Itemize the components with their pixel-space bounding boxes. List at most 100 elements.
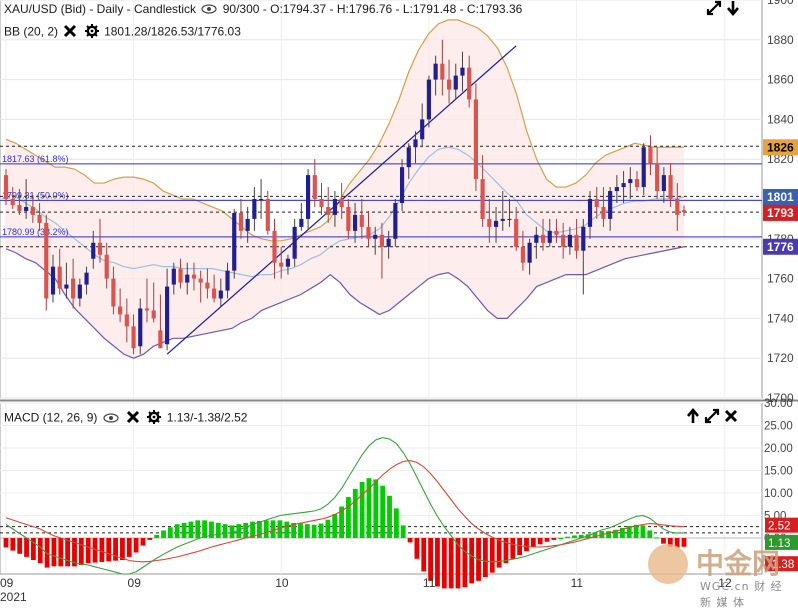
candle-body (514, 218, 519, 247)
candle-body (104, 254, 109, 279)
candle-body (520, 246, 525, 263)
candle-body (540, 234, 546, 243)
macd-close-icon[interactable] (126, 410, 140, 427)
macd-histogram-bar (85, 538, 91, 564)
macd-histogram-bar (510, 538, 516, 559)
candle-body (675, 199, 680, 215)
x-tick-month-label: 12 (718, 576, 732, 590)
candle-body (655, 163, 660, 192)
macd-histogram-bar (393, 508, 399, 538)
arrow-down-icon[interactable] (726, 0, 740, 19)
candle-body (608, 191, 613, 219)
main-toolbar (706, 0, 740, 19)
bar-count: 90/300 (222, 2, 260, 16)
candle-body (84, 272, 89, 285)
macd-histogram-bar (578, 534, 584, 538)
candle-body (144, 308, 150, 311)
macd-histogram-bar (263, 520, 269, 538)
macd-histogram-bar (222, 524, 228, 538)
macd-close-panel-icon[interactable] (724, 409, 738, 426)
main-y-tick-label: 1820 (767, 152, 794, 166)
x-tick-month-label: 11 (571, 576, 584, 590)
candle-body (118, 306, 123, 315)
macd-histogram-bar (161, 530, 166, 538)
candle-body (77, 284, 82, 299)
bb-middle-line (5, 146, 685, 278)
macd-eye-icon[interactable] (103, 412, 119, 426)
macd-histogram-bar (503, 538, 509, 564)
candle-body (480, 179, 485, 219)
macd-histogram-bar (17, 538, 23, 554)
macd-histogram-bar (482, 538, 488, 578)
candle-body (574, 234, 579, 251)
close-icon[interactable] (63, 24, 77, 41)
candle-body (57, 266, 62, 289)
candle-body (567, 234, 572, 247)
candle-body (420, 119, 425, 140)
macd-histogram-bar (298, 523, 303, 538)
candle-body (158, 330, 163, 349)
price-tag-label: 1801 (767, 190, 794, 204)
main-y-tick-label: 1900 (767, 0, 794, 7)
macd-histogram-bar (373, 479, 379, 538)
gear-icon[interactable] (84, 24, 99, 41)
candle-body (299, 218, 304, 227)
x-tick-month-label: 10 (275, 576, 289, 590)
candle-body (151, 310, 156, 319)
macd-histogram-bar (346, 497, 351, 538)
candle-body (326, 206, 331, 215)
candle-body (581, 226, 586, 251)
bb-header: BB (20, 2) 1801.28/1826.53/1776.03 (4, 24, 241, 41)
macd-histogram-bar (496, 538, 502, 568)
arrow-up-icon[interactable] (686, 407, 700, 427)
candle-body (272, 230, 277, 263)
candle-body (460, 67, 465, 76)
macd-histogram-bar (140, 538, 146, 546)
candle-body (252, 199, 257, 219)
candle-body (554, 230, 559, 235)
macd-histogram-bar (291, 522, 297, 538)
macd-histogram-bar (256, 520, 262, 538)
macd-histogram-bar (489, 538, 495, 573)
macd-histogram-bar (455, 538, 461, 589)
macd-histogram-bar (181, 522, 187, 538)
macd-histogram-bar (387, 495, 392, 538)
macd-histogram-bar (681, 538, 687, 547)
candle-body (527, 242, 532, 263)
eye-icon[interactable] (201, 3, 217, 17)
macd-histogram-bar (113, 538, 118, 561)
macd-value-tag-label: 1.13 (768, 538, 790, 550)
candle-body (319, 199, 324, 207)
candle-body (668, 175, 673, 199)
main-y-tick-label: 1740 (767, 311, 794, 325)
macd-maximize-icon[interactable] (704, 408, 720, 427)
macd-gear-icon[interactable] (147, 410, 162, 427)
price-tag-label: 1826 (767, 140, 794, 154)
maximize-icon[interactable] (706, 0, 722, 19)
macd-y-tick-label: 30.00 (764, 398, 793, 410)
macd-histogram-bar (215, 522, 221, 538)
candle-body (265, 199, 270, 231)
x-tick-month-label: 11 (423, 576, 436, 590)
candle-body (614, 187, 619, 192)
macd-histogram-bar (284, 521, 290, 538)
candle-body (453, 75, 458, 90)
candle-body (648, 147, 653, 164)
candle-body (487, 218, 492, 227)
macd-histogram-bar (469, 538, 475, 584)
candle-body (426, 79, 431, 120)
macd-histogram-bar (58, 538, 64, 567)
candle-body (165, 286, 170, 345)
candle-body (111, 278, 116, 307)
price-tag-bg (763, 204, 798, 221)
macd-histogram-bar (174, 524, 180, 538)
macd-value-tag-label: -1.38 (768, 559, 794, 571)
macd-histogram-bar (421, 538, 427, 572)
x-tick-month-label: 09 (128, 576, 142, 590)
candle-body (232, 212, 237, 271)
bb-values: 1801.28/1826.53/1776.03 (104, 24, 241, 39)
macd-y-tick-label: 20.00 (764, 443, 793, 455)
macd-y-tick-label: 10.00 (764, 488, 793, 500)
candle-body (312, 175, 317, 199)
